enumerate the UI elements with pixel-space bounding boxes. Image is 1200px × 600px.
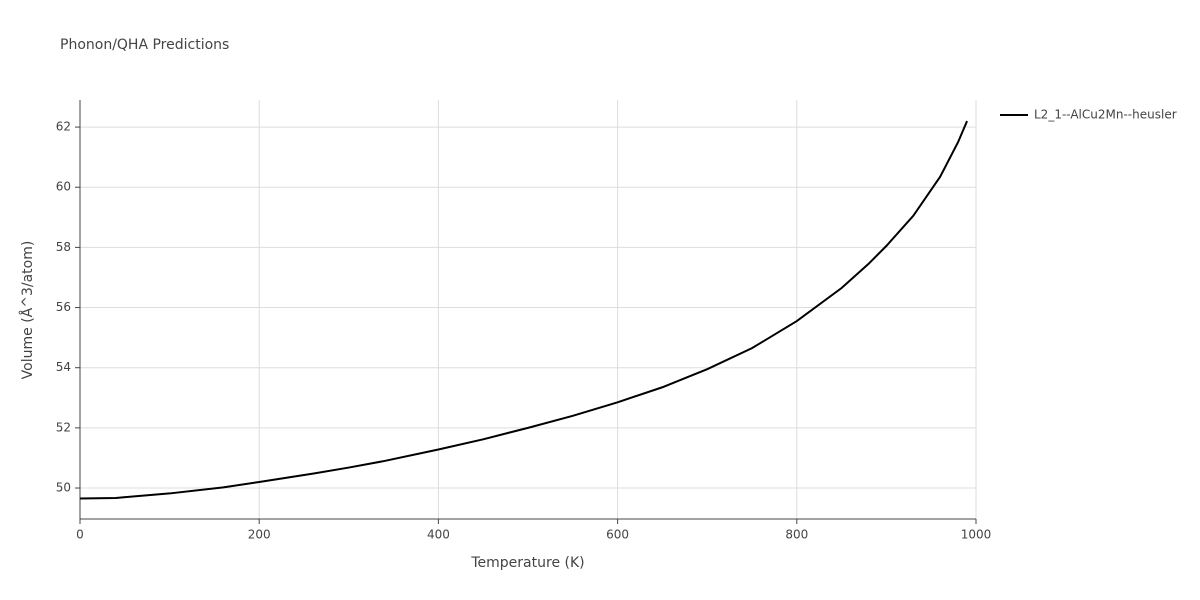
- x-tick-label: 1000: [961, 528, 992, 542]
- line-series: [79, 120, 968, 500]
- y-axis-title: Volume (Å^3/atom): [19, 241, 36, 380]
- x-tick-label: 400: [427, 528, 450, 542]
- y-tick-label: 56: [56, 300, 71, 314]
- x-tick-label: 600: [606, 528, 629, 542]
- y-tick-label: 54: [56, 360, 71, 374]
- x-tick-label: 0: [76, 528, 84, 542]
- x-axis-title: Temperature (K): [470, 555, 584, 571]
- y-tick-label: 58: [56, 240, 71, 254]
- y-tick-label: 52: [56, 420, 71, 434]
- y-tick-label: 50: [56, 481, 71, 495]
- y-tick-label: 60: [56, 180, 71, 194]
- legend-label: L2_1--AlCu2Mn--heusler: [1034, 108, 1177, 122]
- x-tick-label: 200: [248, 528, 271, 542]
- x-tick-label: 800: [785, 528, 808, 542]
- chart-title: Phonon/QHA Predictions: [60, 37, 229, 53]
- y-tick-label: 62: [56, 120, 71, 134]
